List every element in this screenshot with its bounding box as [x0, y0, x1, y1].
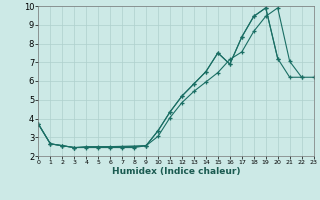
X-axis label: Humidex (Indice chaleur): Humidex (Indice chaleur) — [112, 167, 240, 176]
